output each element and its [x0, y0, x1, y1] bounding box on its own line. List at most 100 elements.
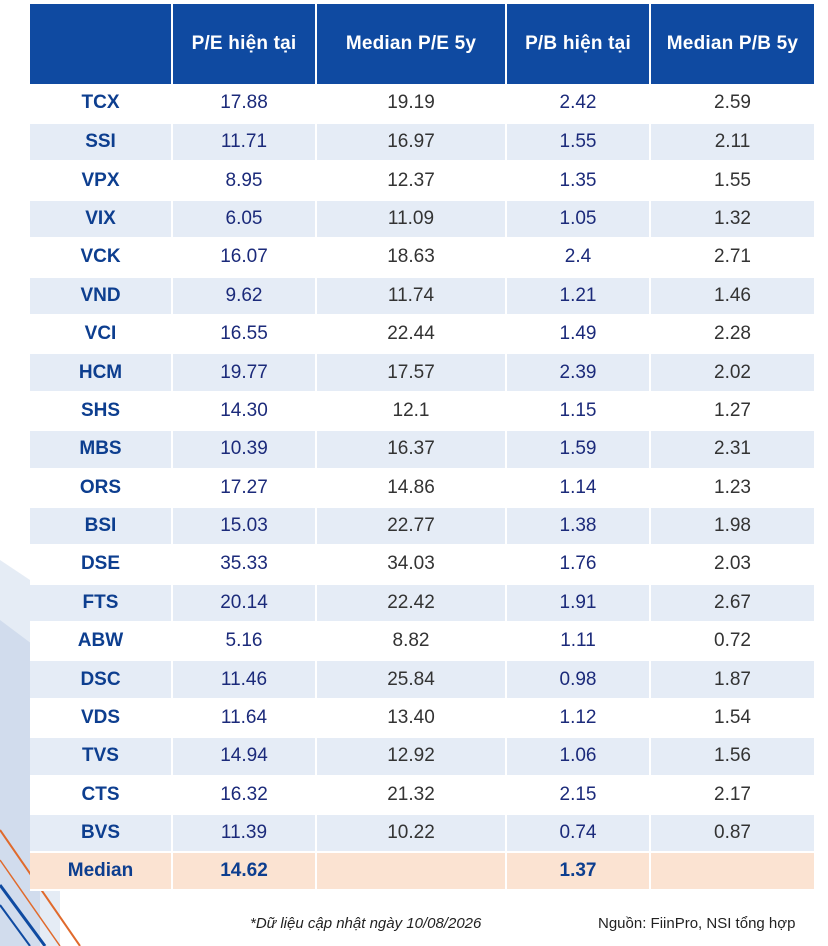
pb-median-cell: 1.46 [651, 277, 814, 316]
pe-median-cell: 12.37 [317, 162, 505, 201]
header-pe-current: P/E hiện tại [173, 4, 315, 84]
ticker-cell: ABW [30, 623, 171, 662]
median-label: Median [30, 853, 171, 892]
header-pb-current: P/B hiện tại [507, 4, 649, 84]
pb-current-cell: 1.14 [507, 469, 649, 508]
median-pb-current-cell: 1.37 [507, 853, 649, 892]
table-row: HCM 19.77 17.57 2.39 2.02 [30, 354, 814, 393]
pb-current-cell: 0.98 [507, 661, 649, 700]
pb-current-cell: 1.59 [507, 431, 649, 470]
pb-median-cell: 2.31 [651, 431, 814, 470]
pb-median-cell: 0.72 [651, 623, 814, 662]
pe-current-cell: 5.16 [173, 623, 315, 662]
table-header-row: P/E hiện tại Median P/E 5y P/B hiện tại … [30, 4, 814, 84]
pe-current-cell: 17.27 [173, 469, 315, 508]
ticker-cell: VPX [30, 162, 171, 201]
source-note: Nguồn: FiinPro, NSI tổng hợp [598, 915, 796, 932]
pb-median-cell: 2.28 [651, 315, 814, 355]
pb-median-cell: 1.55 [651, 162, 814, 201]
pb-current-cell: 2.15 [507, 776, 649, 816]
table-row: SHS 14.30 12.1 1.15 1.27 [30, 392, 814, 432]
pe-current-cell: 17.88 [173, 84, 315, 124]
table-row: VPX 8.95 12.37 1.35 1.55 [30, 162, 814, 201]
pb-median-cell: 0.87 [651, 815, 814, 854]
pe-current-cell: 6.05 [173, 200, 315, 240]
pb-current-cell: 1.76 [507, 546, 649, 585]
median-row: Median 14.62 1.37 [30, 853, 814, 892]
table-row: SSI 11.71 16.97 1.55 2.11 [30, 124, 814, 163]
ticker-cell: DSC [30, 661, 171, 700]
ticker-cell: ORS [30, 469, 171, 508]
pe-current-cell: 16.55 [173, 315, 315, 355]
ticker-cell: BSI [30, 507, 171, 547]
valuation-table: P/E hiện tại Median P/E 5y P/B hiện tại … [28, 4, 816, 892]
table-row: DSE 35.33 34.03 1.76 2.03 [30, 546, 814, 585]
pb-current-cell: 1.91 [507, 584, 649, 624]
pe-median-cell: 16.37 [317, 431, 505, 470]
pe-median-cell: 25.84 [317, 661, 505, 700]
update-note: *Dữ liệu cập nhật ngày 10/08/2026 [250, 915, 482, 932]
pe-current-cell: 11.71 [173, 124, 315, 163]
pb-median-cell: 1.27 [651, 392, 814, 432]
pb-median-cell: 2.17 [651, 776, 814, 816]
pe-median-cell: 10.22 [317, 815, 505, 854]
ticker-cell: DSE [30, 546, 171, 585]
pe-median-cell: 12.1 [317, 392, 505, 432]
pe-current-cell: 14.94 [173, 738, 315, 777]
pb-current-cell: 1.55 [507, 124, 649, 163]
table-row: VCK 16.07 18.63 2.4 2.71 [30, 239, 814, 278]
median-pb-median-cell [651, 853, 814, 892]
pb-current-cell: 1.05 [507, 200, 649, 240]
pe-median-cell: 14.86 [317, 469, 505, 508]
table-row: ORS 17.27 14.86 1.14 1.23 [30, 469, 814, 508]
pe-median-cell: 18.63 [317, 239, 505, 278]
pe-current-cell: 11.39 [173, 815, 315, 854]
ticker-cell: VCK [30, 239, 171, 278]
pb-median-cell: 2.67 [651, 584, 814, 624]
pb-median-cell: 2.02 [651, 354, 814, 393]
header-pb-median-5y: Median P/B 5y [651, 4, 814, 84]
pb-median-cell: 2.11 [651, 124, 814, 163]
ticker-cell: VIX [30, 200, 171, 240]
header-pe-median-5y: Median P/E 5y [317, 4, 505, 84]
pb-current-cell: 1.35 [507, 162, 649, 201]
table-row: ABW 5.16 8.82 1.11 0.72 [30, 623, 814, 662]
pb-median-cell: 2.03 [651, 546, 814, 585]
pb-current-cell: 1.38 [507, 507, 649, 547]
pe-current-cell: 11.64 [173, 699, 315, 739]
pb-current-cell: 0.74 [507, 815, 649, 854]
ticker-cell: TCX [30, 84, 171, 124]
pe-median-cell: 21.32 [317, 776, 505, 816]
pe-current-cell: 14.30 [173, 392, 315, 432]
pe-median-cell: 22.44 [317, 315, 505, 355]
pe-current-cell: 16.32 [173, 776, 315, 816]
table-row: VND 9.62 11.74 1.21 1.46 [30, 277, 814, 316]
ticker-cell: VND [30, 277, 171, 316]
table-row: TCX 17.88 19.19 2.42 2.59 [30, 84, 814, 124]
table-body: TCX 17.88 19.19 2.42 2.59 SSI 11.71 16.97 1.55 2.… [30, 84, 814, 892]
table-row: BVS 11.39 10.22 0.74 0.87 [30, 815, 814, 854]
pb-median-cell: 1.23 [651, 469, 814, 508]
pb-current-cell: 1.49 [507, 315, 649, 355]
table-row: VCI 16.55 22.44 1.49 2.28 [30, 315, 814, 355]
pb-current-cell: 1.11 [507, 623, 649, 662]
pb-current-cell: 1.12 [507, 699, 649, 739]
pe-current-cell: 15.03 [173, 507, 315, 547]
pb-median-cell: 1.54 [651, 699, 814, 739]
pe-median-cell: 16.97 [317, 124, 505, 163]
pb-median-cell: 1.98 [651, 507, 814, 547]
pb-current-cell: 1.06 [507, 738, 649, 777]
pe-median-cell: 11.74 [317, 277, 505, 316]
pe-current-cell: 9.62 [173, 277, 315, 316]
pb-current-cell: 1.21 [507, 277, 649, 316]
pe-current-cell: 19.77 [173, 354, 315, 393]
pe-current-cell: 16.07 [173, 239, 315, 278]
pe-median-cell: 11.09 [317, 200, 505, 240]
ticker-cell: BVS [30, 815, 171, 854]
table-row: VIX 6.05 11.09 1.05 1.32 [30, 200, 814, 240]
pb-median-cell: 2.71 [651, 239, 814, 278]
pb-median-cell: 2.59 [651, 84, 814, 124]
table-row: DSC 11.46 25.84 0.98 1.87 [30, 661, 814, 700]
median-pe-median-cell [317, 853, 505, 892]
pe-median-cell: 17.57 [317, 354, 505, 393]
